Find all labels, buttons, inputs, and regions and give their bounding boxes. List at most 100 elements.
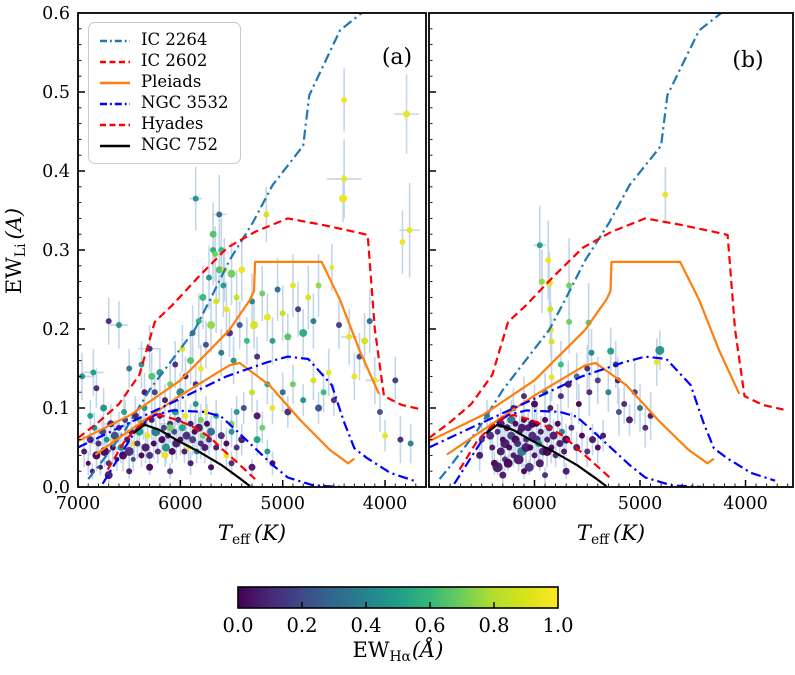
scatter-point [520, 393, 527, 400]
scatter-point [110, 431, 119, 440]
x-axis-label-main: T [217, 521, 232, 545]
scatter-point [150, 440, 157, 447]
scatter-point [503, 458, 513, 468]
colorbar-tick-label: 0.8 [478, 614, 509, 637]
panel-a-plot: 7000 6000 5000 4000 0.0 0.1 0.2 0.3 0.4 0.5 0.6 [42, 4, 427, 514]
panel-b-plot: 6000 5000 4000 [428, 12, 794, 514]
scatter-point [134, 440, 141, 447]
scatter-point [403, 110, 411, 118]
scatter-point [269, 405, 276, 411]
scatter-point [236, 322, 243, 329]
scatter-point [392, 377, 399, 384]
scatter-point [517, 423, 526, 432]
scatter-point [361, 337, 369, 345]
y-axis-label-unit: (A) [2, 207, 26, 240]
scatter-point [263, 211, 270, 218]
scatter-point [547, 306, 554, 313]
curve-ngc752 [485, 423, 607, 487]
scatter-point [594, 444, 601, 451]
scatter-point [240, 405, 247, 411]
scatter-point [151, 389, 158, 396]
scatter-point [130, 456, 136, 462]
scatter-point [568, 424, 575, 431]
scatter-point [202, 341, 209, 348]
scatter-point [300, 397, 307, 404]
scatter-point [341, 96, 348, 103]
scatter-point [274, 286, 281, 293]
scatter-point [248, 463, 256, 471]
curve-pleiades-upper [429, 260, 741, 443]
scatter-point [213, 298, 220, 305]
scatter-point [162, 443, 171, 452]
scatter-point [206, 436, 213, 443]
scatter-point [310, 318, 317, 325]
scatter-point [126, 365, 133, 372]
scatter-point [212, 250, 219, 257]
scatter-point [566, 282, 573, 289]
panel-border [428, 12, 794, 488]
colorbar-label-main: EW [352, 638, 390, 662]
scatter-point [171, 428, 178, 435]
scatter-point [249, 389, 255, 396]
x-axis-label-unit: (K) [613, 521, 646, 545]
scatter-point [263, 313, 271, 321]
y-tick-label: 0.4 [42, 162, 70, 182]
scatter-point [215, 266, 223, 274]
scatter-point [299, 328, 308, 337]
scatter-point [397, 436, 404, 443]
x-axis-label-sub: eff [590, 531, 609, 548]
scatter-point [199, 293, 207, 301]
scatter-point [556, 440, 564, 448]
scatter-point [512, 420, 519, 427]
scatter-layer [79, 96, 414, 480]
y-axis-label: EWLi (A) [2, 101, 34, 401]
scatter-point [207, 321, 216, 330]
scatter-point [168, 447, 176, 455]
scatter-point [564, 380, 572, 388]
scatter-point [90, 369, 97, 376]
scatter-layer [476, 191, 669, 479]
scatter-point [197, 416, 204, 423]
panel-label-a: (a) [381, 45, 413, 70]
curve-pleiades-lower [446, 361, 715, 465]
scatter-point [87, 412, 94, 419]
curve-ngc752 [132, 423, 251, 487]
scatter-point [406, 227, 413, 234]
scatter-point [554, 420, 561, 427]
x-axis-label-unit: (K) [254, 521, 287, 545]
scatter-point [146, 463, 154, 471]
scatter-point [115, 322, 122, 329]
scatter-point [655, 345, 665, 355]
scatter-point [192, 401, 199, 408]
y-tick-label: 0.2 [42, 320, 70, 340]
scatter-point [600, 432, 607, 439]
legend-item-ic-2602: IC 2602 [98, 51, 228, 72]
scatter-point [269, 337, 276, 344]
scatter-point [141, 443, 150, 452]
scatter-point [557, 393, 564, 400]
curve-hyades [106, 414, 256, 480]
scatter-point [218, 349, 225, 356]
legend-label: IC 2602 [141, 51, 208, 71]
x-tick-label: 5000 [618, 494, 663, 514]
scatter-point [208, 464, 215, 471]
scatter-point [203, 420, 210, 427]
legend-line-sample-icon [100, 144, 130, 147]
scatter-point [233, 408, 240, 415]
scatter-point [566, 318, 573, 325]
scatter-point [476, 451, 484, 459]
scatter-point [315, 282, 322, 289]
scatter-point [320, 389, 327, 396]
scatter-point [178, 424, 186, 432]
scatter-point [578, 432, 585, 439]
scatter-point [662, 191, 669, 198]
scatter-point [642, 424, 649, 431]
x-axis-label-panel-b: Teff (K) [511, 521, 711, 548]
scatter-point [289, 282, 296, 289]
scatter-point [549, 431, 558, 440]
scatter-point [227, 269, 236, 278]
scatter-point [513, 454, 524, 465]
scatter-point [621, 401, 628, 408]
scatter-point [506, 444, 513, 451]
scatter-point [259, 290, 266, 297]
